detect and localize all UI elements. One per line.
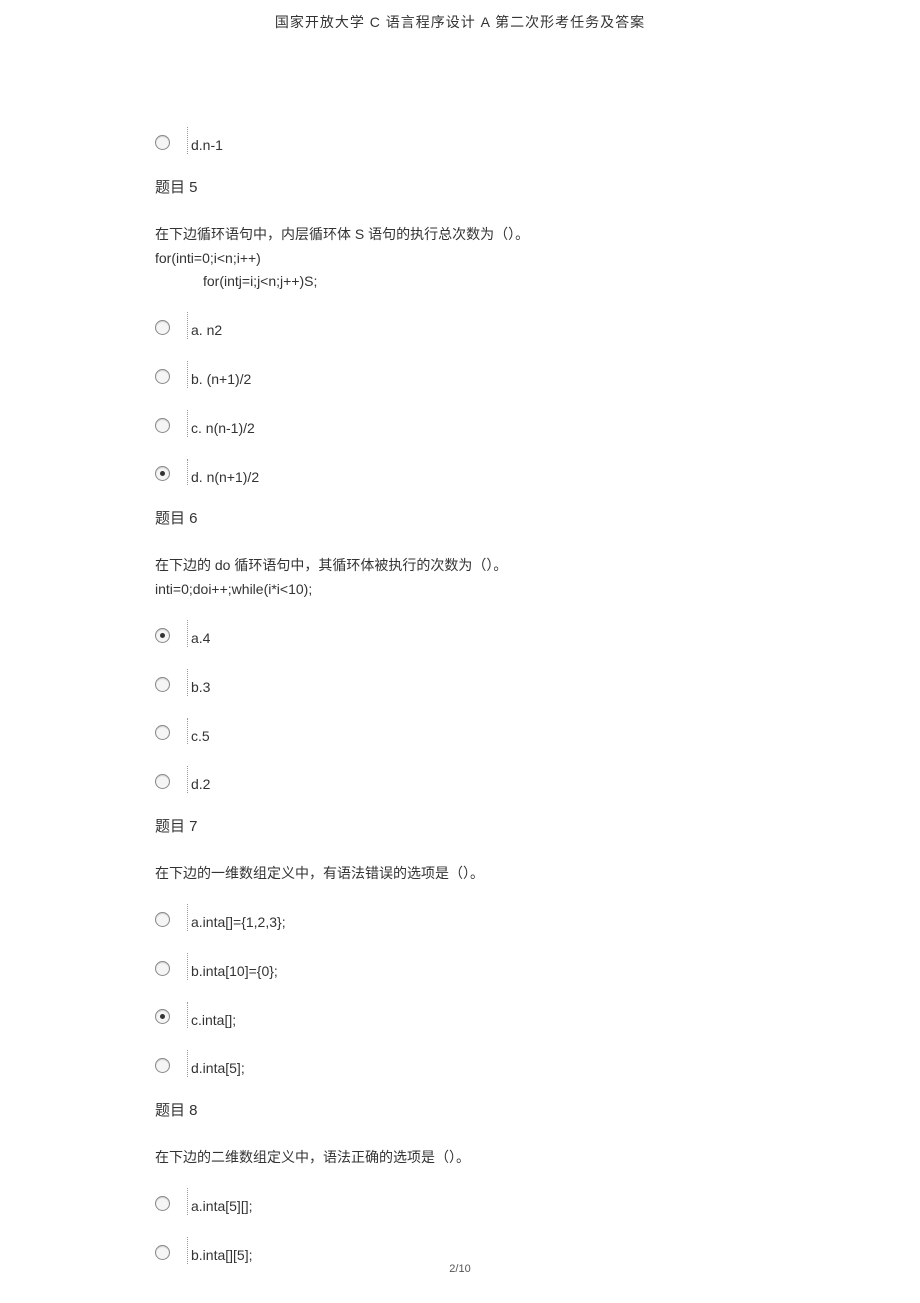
option-label: a. n2	[187, 312, 222, 339]
q8-option-a[interactable]: a.inta[5][];	[155, 1188, 765, 1215]
radio-icon	[155, 774, 170, 789]
q5-stem-line3: for(intj=i;j<n;j++)S;	[155, 270, 765, 294]
option-label: d.n-1	[187, 127, 223, 154]
radio-icon	[155, 418, 170, 433]
q6-stem: 在下边的 do 循环语句中，其循环体被执行的次数为（）。 inti=0;doi+…	[155, 554, 765, 602]
q6-stem-line2: inti=0;doi++;while(i*i<10);	[155, 578, 765, 602]
option-label: b.inta[][5];	[187, 1237, 252, 1264]
option-label: b. (n+1)/2	[187, 361, 251, 388]
option-label: d. n(n+1)/2	[187, 459, 259, 486]
q6-option-d[interactable]: d.2	[155, 766, 765, 793]
q5-title: 题目 5	[155, 176, 765, 197]
q7-title: 题目 7	[155, 815, 765, 836]
option-label: b.inta[10]={0};	[187, 953, 278, 980]
option-label: c.inta[];	[187, 1002, 236, 1029]
q8-stem-line1: 在下边的二维数组定义中，语法正确的选项是（）。	[155, 1146, 765, 1170]
q8-title: 题目 8	[155, 1099, 765, 1120]
option-label: b.3	[187, 669, 210, 696]
option-label: a.inta[]={1,2,3};	[187, 904, 286, 931]
q8-option-b[interactable]: b.inta[][5];	[155, 1237, 765, 1264]
q6-title: 题目 6	[155, 507, 765, 528]
content: d.n-1 题目 5 在下边循环语句中，内层循环体 S 语句的执行总次数为（）。…	[155, 32, 765, 1264]
radio-icon	[155, 1245, 170, 1260]
q6-stem-line1: 在下边的 do 循环语句中，其循环体被执行的次数为（）。	[155, 554, 765, 578]
q8-stem: 在下边的二维数组定义中，语法正确的选项是（）。	[155, 1146, 765, 1170]
radio-icon	[155, 369, 170, 384]
radio-icon	[155, 912, 170, 927]
radio-selected-icon	[155, 1009, 170, 1024]
option-label: c. n(n-1)/2	[187, 410, 255, 437]
q6-option-a[interactable]: a.4	[155, 620, 765, 647]
q5-stem-line2: for(inti=0;i<n;i++)	[155, 247, 765, 271]
q7-option-a[interactable]: a.inta[]={1,2,3};	[155, 904, 765, 931]
q7-option-b[interactable]: b.inta[10]={0};	[155, 953, 765, 980]
q7-stem: 在下边的一维数组定义中，有语法错误的选项是（）。	[155, 862, 765, 886]
radio-icon	[155, 1058, 170, 1073]
q5-option-a[interactable]: a. n2	[155, 312, 765, 339]
radio-icon	[155, 320, 170, 335]
q6-option-b[interactable]: b.3	[155, 669, 765, 696]
page-footer: 2/10	[0, 1263, 920, 1275]
radio-selected-icon	[155, 466, 170, 481]
option-label: d.2	[187, 766, 210, 793]
q4-option-d[interactable]: d.n-1	[155, 127, 765, 154]
q5-option-b[interactable]: b. (n+1)/2	[155, 361, 765, 388]
q7-option-d[interactable]: d.inta[5];	[155, 1050, 765, 1077]
option-label: c.5	[187, 718, 210, 745]
q5-option-d[interactable]: d. n(n+1)/2	[155, 459, 765, 486]
q7-option-c[interactable]: c.inta[];	[155, 1002, 765, 1029]
q5-option-c[interactable]: c. n(n-1)/2	[155, 410, 765, 437]
q7-stem-line1: 在下边的一维数组定义中，有语法错误的选项是（）。	[155, 862, 765, 886]
radio-icon	[155, 1196, 170, 1211]
option-label: a.4	[187, 620, 210, 647]
option-label: d.inta[5];	[187, 1050, 245, 1077]
radio-icon	[155, 961, 170, 976]
q5-stem-line1: 在下边循环语句中，内层循环体 S 语句的执行总次数为（）。	[155, 223, 765, 247]
radio-selected-icon	[155, 628, 170, 643]
radio-icon	[155, 135, 170, 150]
q6-option-c[interactable]: c.5	[155, 718, 765, 745]
radio-icon	[155, 677, 170, 692]
radio-icon	[155, 725, 170, 740]
option-label: a.inta[5][];	[187, 1188, 252, 1215]
page-header: 国家开放大学 C 语言程序设计 A 第二次形考任务及答案	[155, 0, 765, 32]
q5-stem: 在下边循环语句中，内层循环体 S 语句的执行总次数为（）。 for(inti=0…	[155, 223, 765, 294]
